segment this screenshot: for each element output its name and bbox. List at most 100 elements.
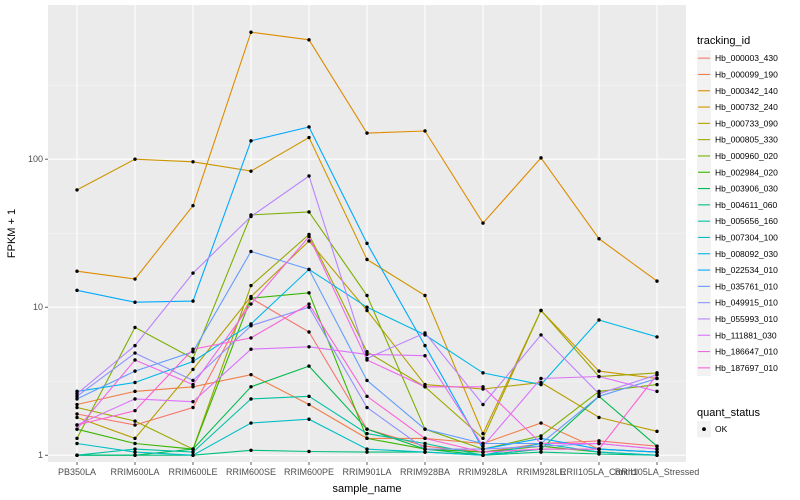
data-point: [75, 436, 79, 441]
data-point: [597, 392, 601, 396]
data-point: [75, 453, 79, 457]
data-point: [481, 447, 485, 451]
data-point: [249, 139, 253, 143]
x-tick-label: RRIM928BA: [400, 467, 450, 477]
data-point: [655, 372, 659, 377]
data-point: [539, 333, 543, 337]
data-point: [481, 436, 485, 441]
x-tick-label: RRIM600SE: [226, 467, 276, 477]
data-point: [133, 447, 137, 451]
y-tick-label: 100: [28, 154, 43, 164]
legend-label: Hb_055993_010: [715, 314, 778, 324]
data-point: [539, 376, 543, 381]
data-point: [249, 336, 253, 340]
legend-label: Hb_000003_430: [715, 53, 778, 63]
data-point: [655, 450, 659, 454]
legend: tracking_id Hb_000003_430 Hb_000099_190 Hb…: [697, 35, 778, 376]
legend-label: Hb_187697_010: [715, 363, 778, 373]
data-point: [539, 450, 543, 454]
data-point: [249, 421, 253, 425]
legend-label: Hb_186647_010: [715, 347, 778, 357]
data-point: [307, 364, 311, 368]
data-point: [307, 234, 311, 239]
data-point: [307, 267, 311, 272]
data-point: [597, 447, 601, 451]
legend-label: Hb_008092_030: [715, 249, 778, 259]
data-point: [365, 358, 369, 362]
data-point: [191, 359, 195, 364]
data-point: [191, 450, 195, 454]
data-point: [75, 412, 79, 416]
data-point: [539, 444, 543, 448]
x-tick-label: RRII105LA_Control: [560, 467, 638, 477]
data-point: [249, 385, 253, 389]
data-point: [249, 302, 253, 306]
data-point: [539, 382, 543, 387]
data-point: [423, 385, 427, 389]
data-point: [423, 293, 427, 298]
data-point: [249, 323, 253, 328]
data-point: [597, 415, 601, 420]
shape-legend: quant_status OK: [697, 407, 760, 438]
data-point: [365, 350, 369, 354]
data-point: [423, 444, 427, 448]
x-tick-label: RRIM600PE: [284, 467, 334, 477]
legend-label: Hb_049915_010: [715, 298, 778, 308]
legend-label: OK: [715, 424, 728, 434]
data-point: [133, 423, 137, 427]
data-point: [365, 450, 369, 454]
x-tick-label: RRIM901LA: [342, 467, 391, 477]
data-point: [75, 269, 79, 273]
legend-label: Hb_007304_100: [715, 232, 778, 242]
data-point: [597, 450, 601, 454]
data-point: [191, 350, 195, 354]
data-point: [539, 421, 543, 425]
x-axis: PB350LA RRIM600LA RRIM600LE RRIM600SE RRIM60…: [58, 462, 699, 477]
y-tick-label: 1: [38, 450, 43, 460]
data-point: [133, 441, 137, 446]
data-point: [539, 308, 543, 313]
legend-label: Hb_004611_060: [715, 200, 778, 210]
data-point: [133, 389, 137, 394]
data-point: [75, 402, 79, 407]
data-point: [133, 397, 137, 401]
data-point: [597, 389, 601, 394]
data-point: [597, 374, 601, 379]
data-point: [191, 378, 195, 383]
x-tick-label: RRIM600LA: [110, 467, 159, 477]
data-point: [423, 450, 427, 454]
data-point: [539, 447, 543, 451]
data-point: [307, 417, 311, 421]
legend-label: Hb_000960_020: [715, 151, 778, 161]
data-point: [75, 441, 79, 446]
data-point: [133, 358, 137, 362]
data-point: [133, 343, 137, 348]
data-point: [423, 343, 427, 348]
data-point: [191, 271, 195, 275]
legend-label: Hb_000342_140: [715, 86, 778, 96]
data-point: [75, 288, 79, 293]
data-point: [133, 351, 137, 355]
legend-label: Hb_002984_020: [715, 167, 778, 177]
data-point: [307, 394, 311, 399]
data-point: [133, 277, 137, 281]
data-point: [307, 302, 311, 306]
legend-label: Hb_111881_030: [715, 330, 777, 340]
data-point: [597, 237, 601, 241]
data-point: [539, 434, 543, 438]
data-point: [481, 453, 485, 457]
data-point: [307, 174, 311, 178]
data-point: [191, 405, 195, 410]
data-point: [249, 397, 253, 401]
data-point: [249, 448, 253, 452]
data-point: [423, 441, 427, 446]
data-point: [249, 169, 253, 173]
data-point: [365, 352, 369, 357]
legend-label: Hb_003906_030: [715, 184, 778, 194]
data-point: [133, 419, 137, 423]
data-point: [365, 308, 369, 313]
data-point: [249, 283, 253, 288]
data-point: [597, 439, 601, 443]
legend-label: Hb_000732_240: [715, 102, 778, 112]
data-point: [75, 389, 79, 394]
